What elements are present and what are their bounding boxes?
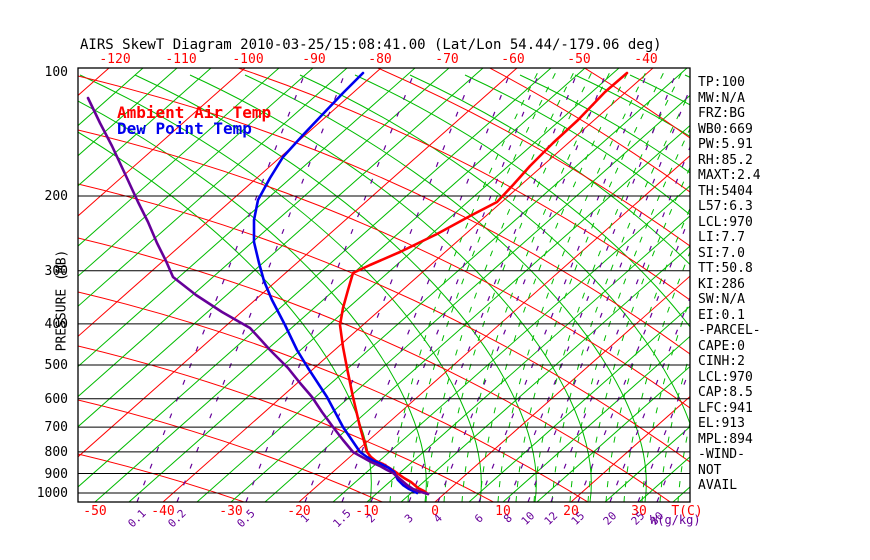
pressure-axis-tick: 500 <box>44 358 68 374</box>
stat-line: MAXT:2.4 <box>698 168 761 183</box>
stat-line: CINH:2 <box>698 354 745 369</box>
bottom-axis-tick: 30 <box>631 504 647 519</box>
top-axis-tick: -40 <box>634 52 658 67</box>
stat-line: EI:0.1 <box>698 307 745 323</box>
stat-line: -WIND- <box>698 447 745 462</box>
bottom-axis-tick: -40 <box>151 504 175 519</box>
pressure-axis-tick: 900 <box>44 466 68 482</box>
top-axis-tick: -50 <box>567 52 591 67</box>
top-axis-tick: -70 <box>435 52 459 67</box>
pressure-axis-tick: 100 <box>44 65 68 80</box>
stat-line: MW:N/A <box>698 90 745 106</box>
bottom-axis-tick: 20 <box>563 504 579 519</box>
stat-line: LI:7.7 <box>698 230 745 245</box>
stat-line: TP:100 <box>698 75 745 90</box>
dry-adiabat-lines <box>78 68 690 502</box>
stat-line: TT:50.8 <box>698 261 753 276</box>
stat-line: TH:5404 <box>698 183 753 199</box>
top-axis-tick: -60 <box>501 52 525 67</box>
bottom-axis-tick: 0 <box>431 504 439 519</box>
aux-dewpoint-curve <box>86 96 430 496</box>
top-axis-tick: -80 <box>368 52 392 67</box>
bottom-axis-tick: 10 <box>495 504 511 519</box>
stat-line: FRZ:BG <box>698 106 745 121</box>
bottom-axis-tick: -10 <box>355 504 379 519</box>
stat-line: LFC:941 <box>698 400 753 416</box>
bottom-axis-tick: -30 <box>219 504 243 519</box>
plot-border <box>77 67 691 503</box>
stat-line: SI:7.0 <box>698 245 745 261</box>
stat-line: SW:N/A <box>698 292 745 307</box>
stat-line: AVAIL <box>698 478 738 493</box>
page-title: AIRS SkewT Diagram 2010-03-25/15:08:41.0… <box>80 37 662 53</box>
bottom-axis-tick: -20 <box>287 504 311 519</box>
top-axis-tick: -110 <box>165 52 197 67</box>
pressure-axis-tick: 800 <box>44 444 68 460</box>
stat-line: MPL:894 <box>698 431 753 447</box>
pressure-axis-tick: 200 <box>44 188 68 204</box>
pressure-axis-tick: 600 <box>44 391 68 407</box>
stat-line: LCL:970 <box>698 214 753 230</box>
stat-line: PW:5.91 <box>698 137 753 152</box>
stat-line: NOT <box>698 462 722 478</box>
isotherm-lines <box>78 68 690 502</box>
pressure-axis-tick: 400 <box>44 316 68 332</box>
mixing-ratio-axis-label: W(g/kg) <box>650 513 701 527</box>
stat-line: WB0:669 <box>698 121 753 137</box>
top-axis-tick: -100 <box>232 52 264 67</box>
top-axis-tick: -120 <box>99 52 131 67</box>
stat-line: L57:6.3 <box>698 199 753 214</box>
temperature-axis-label: T(C) <box>671 504 703 519</box>
stat-line: KI:286 <box>698 276 745 292</box>
stat-line: CAP:8.5 <box>698 385 753 400</box>
moist-adiabat-solid-lines <box>78 74 690 502</box>
top-axis-tick: -90 <box>302 52 326 67</box>
stat-line: RH:85.2 <box>698 152 753 168</box>
pressure-axis-tick: 700 <box>44 420 68 436</box>
moist-adiabat-dashed-lines <box>389 68 690 502</box>
ambient-temp-curve <box>338 71 629 496</box>
pressure-axis-tick: 1000 <box>36 486 68 501</box>
bottom-axis-tick: -50 <box>83 504 107 519</box>
stat-line: CAPE:0 <box>698 338 745 354</box>
stat-line: LCL:970 <box>698 369 753 385</box>
pressure-axis-label: PRESSURE (MB) <box>54 249 70 352</box>
stat-line: EL:913 <box>698 416 745 431</box>
pressure-axis-tick: 300 <box>44 263 68 279</box>
stat-line: -PARCEL- <box>698 323 761 338</box>
legend-dew-point-temp: Dew Point Temp <box>117 119 252 138</box>
legend-ambient-air-temp: Ambient Air Temp <box>117 103 272 122</box>
